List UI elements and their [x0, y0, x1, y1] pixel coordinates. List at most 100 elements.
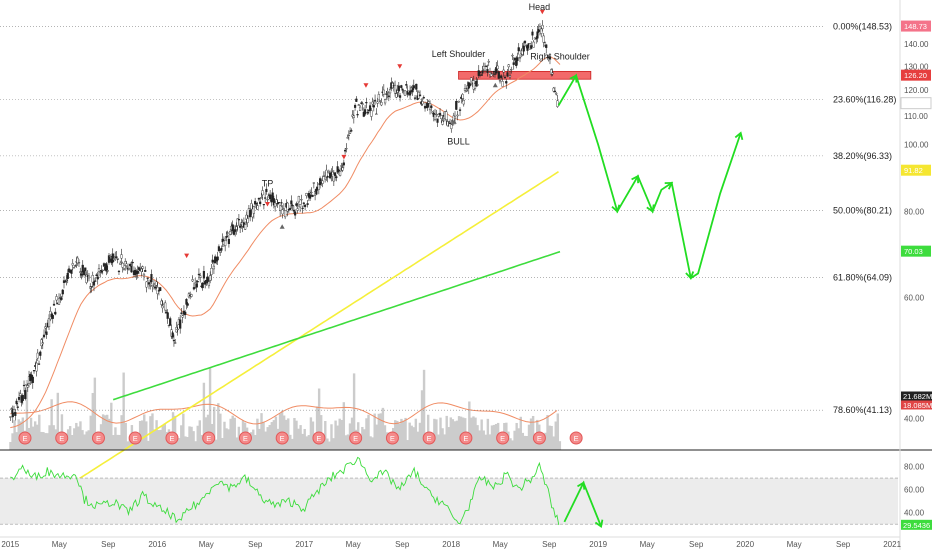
candle-body: [401, 88, 404, 91]
candle-body: [220, 247, 223, 251]
candle-body: [39, 351, 42, 356]
candle-body: [321, 180, 324, 184]
candle-body: [405, 84, 408, 86]
volume-bar: [114, 427, 117, 450]
volume-bar: [527, 424, 531, 450]
volume-bar: [494, 423, 498, 450]
candle-body: [279, 205, 282, 211]
price-badge: [901, 164, 931, 176]
earnings-marker-label: E: [59, 434, 64, 443]
candle-body: [37, 363, 41, 365]
volume-bar: [217, 403, 220, 450]
candle-body: [296, 208, 299, 211]
candle-body: [121, 262, 124, 268]
candle-body: [255, 203, 258, 205]
volume-bar: [17, 419, 20, 450]
volume-bar: [77, 426, 80, 450]
volume-bar: [363, 429, 366, 450]
candle-body: [343, 149, 347, 152]
volume-bar: [103, 415, 107, 450]
volume-bar: [342, 402, 346, 450]
candle-body: [31, 376, 34, 384]
volume-bar: [225, 428, 228, 450]
volume-bar: [558, 441, 562, 450]
candle-body: [59, 296, 62, 299]
candle-body: [64, 281, 67, 283]
candle-body: [450, 124, 453, 129]
candle-body: [227, 238, 231, 245]
earnings-marker: [349, 431, 363, 445]
candle-body: [340, 165, 343, 167]
candle-body: [65, 279, 68, 281]
candle-body: [10, 408, 13, 410]
candle-body: [398, 95, 402, 98]
candle-body: [550, 69, 553, 75]
candle-body: [491, 73, 494, 75]
earnings-marker-label: E: [316, 434, 321, 443]
volume-bar: [410, 425, 413, 450]
volume-bar: [307, 435, 311, 450]
candle-body: [106, 270, 109, 272]
volume-bar: [254, 434, 257, 450]
candle-body: [289, 207, 292, 210]
rsi-tick-label: 80.00: [904, 463, 925, 472]
candle-body: [547, 58, 550, 61]
volume-bar: [192, 431, 195, 450]
candle-body: [515, 60, 518, 67]
candle-body: [45, 331, 48, 335]
candle-body: [555, 93, 558, 95]
fib-level-label: 23.60%(116.28): [833, 95, 896, 105]
candle-body: [47, 318, 51, 327]
signal-up-marker: [492, 82, 498, 88]
volume-bar: [377, 413, 381, 450]
volume-bar: [120, 415, 123, 450]
volume-bar: [188, 426, 191, 450]
candle-body: [152, 283, 156, 285]
candle-body: [11, 409, 14, 418]
volume-bar: [237, 426, 241, 450]
volume-bar: [262, 422, 265, 450]
volume-bar: [219, 413, 222, 450]
candle-body: [427, 101, 430, 104]
candle-body: [350, 130, 353, 132]
candle-body: [212, 265, 216, 270]
candle-body: [140, 268, 143, 272]
time-tick-label: May: [787, 540, 802, 549]
candle-body: [294, 211, 297, 216]
candle-body: [202, 271, 206, 279]
candle-body: [292, 209, 295, 212]
volume-bar: [112, 435, 115, 450]
volume-bar: [116, 434, 119, 450]
candle-body: [24, 390, 27, 400]
candle-body: [17, 396, 21, 400]
candle-body: [545, 44, 548, 48]
volume-bar: [544, 432, 547, 450]
volume-bar: [56, 392, 60, 450]
volume-bar: [352, 373, 356, 450]
candle-body: [284, 210, 287, 218]
candle-body: [25, 384, 28, 386]
candle-body: [413, 97, 417, 99]
volume-bar: [136, 440, 140, 450]
candle-body: [510, 69, 513, 71]
volume-bar: [546, 415, 549, 450]
candle-body: [161, 305, 164, 309]
price-tick-label: 120.00: [904, 86, 929, 95]
candle-body: [74, 265, 77, 267]
candle-body: [345, 148, 348, 150]
volume-bar: [196, 425, 199, 450]
volume-bar: [383, 425, 387, 450]
candle-body: [195, 283, 198, 288]
candle-body: [455, 100, 458, 110]
price-badge-label: 114.91: [904, 99, 926, 108]
volume-bar: [110, 402, 113, 450]
rsi-value-label: 29.5436: [903, 521, 930, 530]
candle-body: [245, 214, 248, 220]
volume-bar: [73, 428, 76, 450]
candle-body: [433, 114, 437, 120]
candle-body: [406, 90, 409, 95]
volume-bar: [81, 430, 84, 450]
volume-bar: [369, 436, 372, 450]
candle-body: [149, 285, 152, 287]
time-tick-label: Sep: [101, 540, 116, 549]
